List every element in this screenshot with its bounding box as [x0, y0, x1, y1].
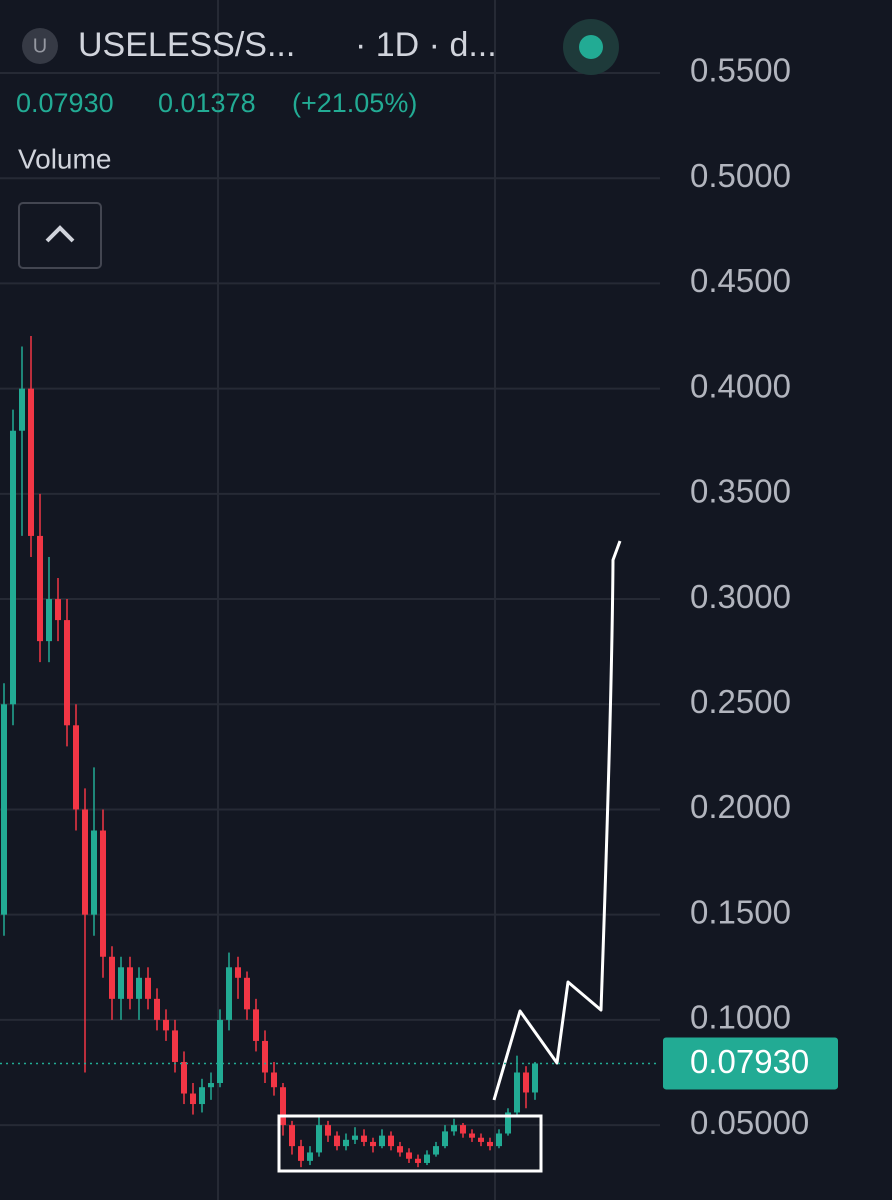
candle-body: [298, 1146, 304, 1161]
candle-body: [514, 1072, 520, 1113]
chevron-icon: [45, 225, 75, 243]
candle-body: [55, 599, 61, 621]
candle-body: [379, 1135, 385, 1147]
candle-body: [226, 967, 232, 1020]
candle-body: [145, 977, 151, 999]
status-dot: [579, 35, 603, 59]
candle-body: [532, 1063, 538, 1093]
candle-body: [172, 1030, 178, 1062]
candle-body: [460, 1125, 466, 1134]
candle-body: [253, 1009, 259, 1041]
candle-body: [334, 1135, 340, 1147]
candle-body: [505, 1112, 511, 1134]
candle-body: [217, 1019, 223, 1084]
candle-body: [424, 1154, 430, 1163]
candle-body: [415, 1158, 421, 1163]
candle-body: [181, 1061, 187, 1094]
candle-body: [235, 967, 241, 978]
candle-body: [388, 1135, 394, 1147]
candle-body: [451, 1125, 457, 1132]
candle-body: [91, 830, 97, 915]
candle-body: [307, 1152, 313, 1161]
candle-body: [370, 1141, 376, 1147]
candle-body: [118, 967, 124, 999]
candle-body: [343, 1139, 349, 1147]
candle-body: [523, 1072, 529, 1093]
change-pct: (+21.05%): [292, 88, 417, 118]
candle-body: [280, 1087, 286, 1126]
candle-body: [1, 704, 7, 915]
candle-body: [64, 620, 70, 726]
candle-body: [478, 1137, 484, 1142]
candle-body: [316, 1125, 322, 1153]
symbol-icon-letter: U: [33, 35, 47, 57]
change: 0.01378: [158, 88, 256, 118]
candle-body: [46, 599, 52, 642]
candle-body: [271, 1072, 277, 1088]
y-tick-label: 0.1000: [690, 999, 791, 1036]
candle-body: [262, 1040, 268, 1073]
candle-body: [28, 388, 34, 536]
candle-body: [352, 1135, 358, 1140]
candle-body: [19, 388, 25, 431]
candle-body: [37, 535, 43, 642]
candle-body: [406, 1152, 412, 1159]
candle-body: [244, 977, 250, 1010]
candle-body: [136, 977, 142, 999]
candle-body: [469, 1133, 475, 1138]
volume-label: Volume: [18, 143, 111, 174]
candle-body: [163, 1019, 169, 1031]
drawn-box: [277, 1114, 543, 1173]
y-tick-label: 0.4500: [690, 262, 791, 299]
y-tick-label: 0.5500: [690, 52, 791, 89]
drawn-path: [492, 540, 622, 1101]
candle-body: [208, 1083, 214, 1088]
y-tick-label: 0.2000: [690, 788, 791, 825]
price: 0.07930: [16, 88, 114, 118]
y-tick-label: 0.05000: [690, 1104, 809, 1141]
plot: [0, 72, 660, 1168]
y-tick-label: 0.2500: [690, 683, 791, 720]
candle-body: [325, 1125, 331, 1136]
candle-body: [442, 1131, 448, 1147]
candle-body: [397, 1146, 403, 1153]
collapse-button[interactable]: [18, 202, 102, 269]
candle-body: [433, 1146, 439, 1155]
interval[interactable]: · 1D · d...: [355, 26, 497, 64]
y-tick-label: 0.1500: [690, 893, 791, 930]
candle-body: [199, 1087, 205, 1105]
candle-body: [109, 956, 115, 999]
y-tick-label: 0.3000: [690, 578, 791, 615]
candle-body: [154, 998, 160, 1020]
symbol[interactable]: USELESS/S...: [78, 26, 295, 64]
candle-body: [190, 1093, 196, 1105]
candle-body: [487, 1141, 493, 1147]
candle-body: [127, 967, 133, 999]
y-tick-label: 0.4000: [690, 367, 791, 404]
last-price-box: [663, 1037, 838, 1090]
candle-body: [100, 830, 106, 957]
candle-body: [496, 1133, 502, 1147]
y-tick-label: 0.3500: [690, 473, 791, 510]
y-tick-label: 0.5000: [690, 157, 791, 194]
symbol-icon: [22, 28, 58, 64]
candle-body: [73, 725, 79, 810]
candle-body: [82, 809, 88, 915]
candle-body: [361, 1135, 367, 1142]
candle-body: [289, 1125, 295, 1147]
candle-body: [10, 430, 16, 705]
last-price-label: 0.07930: [690, 1043, 809, 1080]
